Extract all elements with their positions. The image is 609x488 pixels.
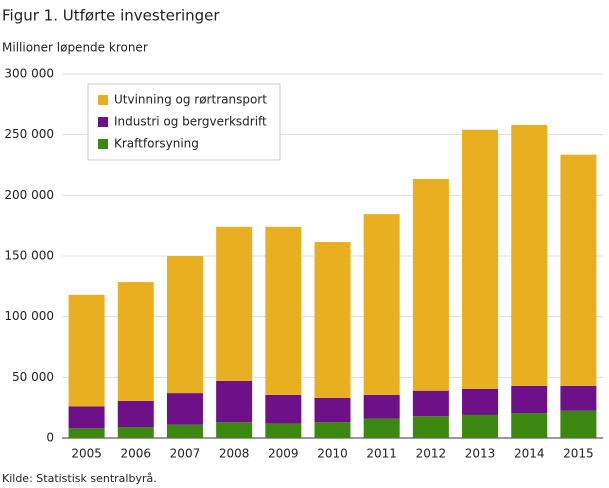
- y-tick-label: 50 000: [12, 370, 54, 384]
- chart-title: Figur 1. Utførte investeringer: [2, 7, 220, 25]
- bar-segment: [314, 397, 351, 423]
- bar-segment: [117, 282, 154, 401]
- x-tick-label: 2006: [120, 447, 151, 461]
- bar-segment: [511, 385, 548, 414]
- bar-segment: [166, 424, 203, 438]
- legend-box: [87, 83, 281, 161]
- bar-segment: [265, 423, 302, 438]
- bar-segment: [511, 413, 548, 438]
- bar-segment: [166, 393, 203, 425]
- bar-segment: [462, 414, 499, 438]
- bar-segment: [68, 406, 105, 429]
- x-tick-label: 2008: [219, 447, 250, 461]
- bar-segment: [511, 124, 548, 386]
- y-tick-label: 100 000: [4, 309, 54, 323]
- x-tick-label: 2010: [317, 447, 348, 461]
- bar-segment: [216, 380, 253, 423]
- legend-label: Kraftforsyning: [114, 137, 199, 151]
- bar-segment: [68, 428, 105, 438]
- y-tick-label: 0: [46, 431, 54, 445]
- legend-swatch: [98, 117, 108, 127]
- x-tick-label: 2007: [170, 447, 201, 461]
- bar-segment: [363, 394, 400, 419]
- x-tick-label: 2015: [563, 447, 594, 461]
- bar-segment: [462, 388, 499, 415]
- legend-swatch: [98, 139, 108, 149]
- bar-segment: [166, 256, 203, 394]
- bar-segment: [265, 394, 302, 424]
- bar-segment: [314, 422, 351, 438]
- legend-label: Industri og bergverksdrift: [114, 115, 267, 129]
- bar-segment: [462, 129, 499, 389]
- subtitle: Millioner løpende kroner: [2, 41, 148, 55]
- bar-segment: [363, 214, 400, 395]
- legend-swatch: [98, 95, 108, 105]
- bar-segment: [363, 418, 400, 438]
- bar-segment: [216, 226, 253, 381]
- bar-segment: [412, 416, 449, 438]
- bar-segment: [560, 154, 597, 386]
- bar-segment: [314, 242, 351, 398]
- bar-segment: [265, 226, 302, 395]
- bar-segment: [117, 427, 154, 438]
- bar-segment: [412, 178, 449, 391]
- bar-segment: [216, 422, 253, 438]
- x-tick-label: 2013: [465, 447, 496, 461]
- x-tick-label: 2011: [366, 447, 397, 461]
- x-tick-label: 2009: [268, 447, 299, 461]
- source: Kilde: Statistisk sentralbyrå.: [2, 472, 157, 485]
- y-tick-label: 300 000: [4, 67, 54, 81]
- bar-segment: [560, 385, 597, 411]
- bar-segment: [117, 400, 154, 428]
- x-tick-label: 2014: [514, 447, 545, 461]
- x-tick-label: 2012: [416, 447, 447, 461]
- legend-label: Utvinning og rørtransport: [114, 93, 267, 107]
- bar-segment: [412, 390, 449, 417]
- y-tick-label: 150 000: [4, 249, 54, 263]
- y-tick-label: 250 000: [4, 127, 54, 141]
- y-tick-label: 200 000: [4, 188, 54, 202]
- bar-segment: [560, 410, 597, 438]
- bar-segment: [68, 294, 105, 407]
- x-tick-label: 2005: [71, 447, 102, 461]
